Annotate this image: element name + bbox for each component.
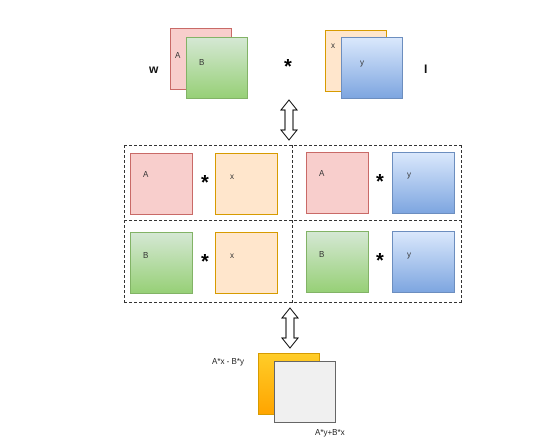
cell1-a: A — [130, 153, 193, 215]
cell2-operator: * — [376, 171, 384, 193]
label-a: A — [175, 51, 181, 60]
grid-divider-v — [292, 145, 293, 303]
product-grid — [124, 145, 462, 303]
cell4-operator: * — [376, 250, 384, 272]
cell3-operator: * — [201, 251, 209, 273]
cell2-y: y — [392, 152, 455, 214]
label-b: B — [199, 58, 205, 67]
grid-divider-h — [124, 220, 462, 221]
i-label: I — [424, 62, 428, 76]
cell1-right-label: x — [230, 172, 234, 181]
w-label: w — [149, 62, 159, 76]
result-bottom-label: A*y+B*x — [315, 428, 345, 437]
result-top-label: A*x - B*y — [212, 357, 245, 366]
cell4-left-label: B — [319, 250, 325, 259]
cell1-left-label: A — [143, 170, 149, 179]
cell4-y: y — [392, 231, 455, 293]
cell4-right-label: y — [407, 250, 411, 259]
label-x: x — [331, 41, 335, 50]
cell2-right-label: y — [407, 170, 411, 179]
cell3-right-label: x — [230, 251, 234, 260]
cell4-b: B — [306, 231, 369, 293]
double-arrow-icon — [279, 99, 299, 141]
result-front-square — [274, 361, 336, 423]
double-arrow-icon — [280, 307, 300, 349]
cell2-left-label: A — [319, 169, 325, 178]
multiply-operator: * — [284, 56, 292, 78]
cell2-a: A — [306, 152, 369, 214]
cell3-left-label: B — [143, 251, 149, 260]
cell3-x: x — [215, 232, 278, 294]
cell3-b: B — [130, 232, 193, 294]
matrix-y-front: y — [341, 37, 403, 99]
label-y: y — [360, 58, 364, 67]
matrix-b-front: B — [186, 37, 248, 99]
cell1-operator: * — [201, 172, 209, 194]
cell1-x: x — [215, 153, 278, 215]
